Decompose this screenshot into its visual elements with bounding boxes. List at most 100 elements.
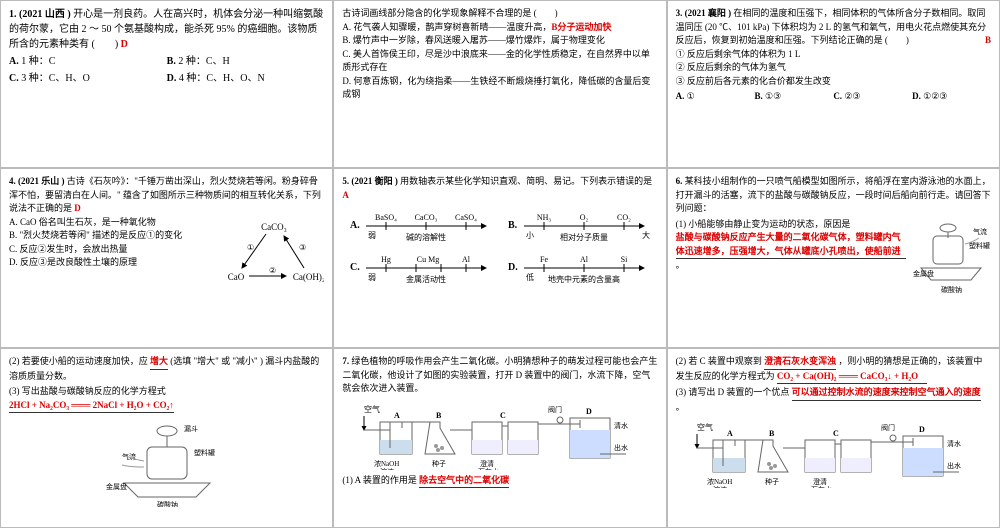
q5-body: 用数轴表示某些化学知识直观、简明、易记。下列表示错误的是 (400, 176, 652, 186)
bl-diagram: 漏斗 塑料罐 金属盘 碳酸钠 气流 (9, 417, 324, 507)
svg-text:A: A (394, 411, 400, 420)
cell-q1: 1. (2021 山西 ) 开心是一剂良药。人在高兴时，机体会分泌一种叫缩氨酸的… (0, 0, 333, 168)
q4-label: 4. (2021 乐山 ) (9, 176, 65, 186)
svg-text:石灰水: 石灰水 (478, 467, 499, 470)
svg-text:D: D (919, 425, 925, 434)
svg-text:空气: 空气 (697, 422, 713, 432)
q4-answer: D (74, 203, 81, 213)
svg-text:气流: 气流 (122, 452, 136, 461)
svg-text:塑料罐: 塑料罐 (969, 241, 990, 250)
cell-br: (2) 若 C 装置中观察到 澄清石灰水变浑浊 ，则小明的猜想是正确的，该装置中… (667, 348, 1000, 528)
svg-text:CaCO₃: CaCO₃ (262, 222, 288, 232)
svg-text:种子: 种子 (765, 477, 779, 486)
bl-eq-answer: 2HCl + Na₂CO₃ ═══ 2NaCl + H₂O + CO₂↑ (9, 399, 174, 414)
q3-answer: B (985, 34, 991, 48)
svg-text:D.: D. (508, 262, 518, 273)
svg-text:弱: 弱 (368, 273, 376, 282)
q7-body: 绿色植物的呼吸作用会产生二氧化碳。小明猜想种子的萌发过程可能也会产生二氧化碳，他… (342, 356, 657, 393)
q6-diagram: 气流 塑料罐 金属盘 碳酸钠 (911, 216, 991, 300)
svg-text:金属盘: 金属盘 (913, 269, 934, 278)
q1-label: 1. (2021 山西 ) (9, 9, 71, 20)
svg-text:CaO: CaO (228, 272, 245, 282)
svg-text:Fe: Fe (540, 255, 548, 264)
br-sub3-label: (3) 请写出 D 装置的一个优点 (676, 387, 790, 397)
svg-text:③: ③ (299, 243, 306, 252)
br-sub2-label: (2) 若 C 装置中观察到 (676, 356, 762, 366)
svg-text:清水: 清水 (614, 421, 628, 430)
svg-text:Al: Al (462, 255, 471, 264)
bl-sub2-label: (2) 若要使小船的运动速度加快，应 (9, 356, 148, 366)
svg-text:CO₂: CO₂ (617, 213, 631, 222)
q6-sub1-answer: 盐酸与碳酸钠反应产生大量的二氧化碳气体，塑料罐内气体迅速增多，压强增大，气体从罐… (676, 231, 907, 259)
cell-q4: 4. (2021 乐山 ) 古诗《石灰吟》："千锤万凿出深山，烈火焚烧若等闲。粉… (0, 168, 333, 348)
bl-sub3-label: (3) 写出盐酸与碳酸钠反应的化学方程式 (9, 386, 166, 396)
svg-text:阀门: 阀门 (881, 423, 895, 432)
br-sub3-answer: 可以通过控制水流的速度来控制空气通入的速度 (792, 386, 981, 401)
q5-axis-d: D. Fe Al Si 低 地壳中元素的含量高 (500, 248, 658, 290)
svg-text:地壳中元素的含量高: 地壳中元素的含量高 (548, 274, 620, 284)
number-line-icon: B. NH₃ O₂ CO₂ 小 相对分子质量 大 (504, 208, 654, 246)
svg-text:漏斗: 漏斗 (184, 424, 198, 433)
apparatus-icon: 空气 浓NaOH溶液 种子 澄清石灰水 (350, 400, 650, 470)
q2-opt-a: A. 花气袭人知骤暖，鹊声穿树喜新晴——温度升高，B分子运动加快 (342, 21, 657, 35)
q2-inline-answer: B分子运动加快 (551, 22, 611, 32)
svg-text:浓NaOH: 浓NaOH (374, 459, 399, 468)
q7-subA-label: (1) A 装置的作用是 (342, 475, 417, 485)
q5-answer: A (342, 190, 349, 200)
br-diagram: 空气 浓NaOH溶液 种子 澄清石灰水 阀门 出水 (676, 418, 991, 488)
q5-axis-c: C. Hg Cu Mg Al 弱 金属活动性 (342, 248, 500, 290)
svg-text:A: A (727, 429, 733, 438)
q2-opt-d: D. 何意百炼钢，化为绕指柔——生铁经不断煅烧捶打氧化，降低碳的含量后变成钢 (342, 75, 657, 102)
number-line-icon: A. BaSO₄ CaCO₃ CaSO₄ 弱 碱的溶解性 (346, 208, 496, 246)
svg-text:B: B (436, 411, 442, 420)
apparatus-icon: 空气 浓NaOH溶液 种子 澄清石灰水 阀门 出水 (683, 418, 983, 488)
cell-q7: 7. 绿色植物的呼吸作用会产生二氧化碳。小明猜想种子的萌发过程可能也会产生二氧化… (333, 348, 666, 528)
q3-opt-b: B. ①③ (754, 90, 833, 104)
q6-period: 。 (676, 260, 685, 270)
svg-text:Si: Si (620, 255, 627, 264)
svg-text:B.: B. (508, 220, 518, 231)
cell-q2: 古诗词画线部分隐含的化学现象解释不合理的是 ( ) A. 花气袭人知骤暖，鹊声穿… (333, 0, 666, 168)
q1-opt-c: C. 3 种：C、H、O (9, 71, 167, 86)
q7-label: 7. (342, 356, 349, 366)
number-line-icon: C. Hg Cu Mg Al 弱 金属活动性 (346, 250, 496, 288)
q2-opt-c: C. 美人首饰侯王印，尽是沙中浪底来——金的化学性质稳定，在自然界中以单质形式存… (342, 48, 657, 75)
q6-sub1-label: (1) 小船能够由静止变为运动的状态，原因是 (676, 219, 851, 229)
br-eq-answer: CO₂ + Ca(OH)₂ ═══ CaCO₃↓ + H₂O (777, 370, 927, 385)
svg-text:Hg: Hg (381, 255, 391, 264)
q3-label: 3. (2021 襄阳 ) (676, 8, 732, 18)
q3-stmt-1: ① 反应后剩余气体的体积为 1 L (676, 48, 991, 62)
svg-text:种子: 种子 (432, 459, 446, 468)
svg-text:C: C (833, 429, 839, 438)
page-grid: 1. (2021 山西 ) 开心是一剂良药。人在高兴时，机体会分泌一种叫缩氨酸的… (0, 0, 1000, 530)
svg-text:金属活动性: 金属活动性 (406, 274, 446, 284)
svg-text:NH₃: NH₃ (537, 213, 552, 222)
svg-text:弱: 弱 (368, 231, 376, 240)
svg-text:CaCO₃: CaCO₃ (415, 213, 438, 222)
q3-stmt-2: ② 反应后剩余的气体为氢气 (676, 61, 991, 75)
svg-text:Ca(OH)₂: Ca(OH)₂ (293, 272, 324, 282)
svg-text:Al: Al (580, 255, 589, 264)
svg-text:B: B (769, 429, 775, 438)
q7-subA-answer: 除去空气中的二氧化碳 (419, 474, 509, 489)
svg-text:浓NaOH: 浓NaOH (707, 477, 732, 486)
br-fill2-answer: 澄清石灰水变浑浊 (764, 355, 836, 370)
svg-text:溶液: 溶液 (713, 485, 727, 488)
svg-text:Cu Mg: Cu Mg (417, 255, 439, 264)
bl-fill2-answer: 增大 (150, 355, 168, 370)
q3-stmt-3: ③ 反应前后各元素的化合价都发生改变 (676, 75, 991, 89)
svg-text:碳酸钠: 碳酸钠 (157, 500, 178, 507)
svg-text:碳酸钠: 碳酸钠 (941, 285, 962, 294)
svg-text:气流: 气流 (973, 227, 987, 236)
svg-text:低: 低 (526, 272, 534, 282)
svg-text:②: ② (269, 266, 276, 275)
q1-opt-b: B. 2 种：C、H (167, 54, 325, 69)
svg-text:C: C (500, 411, 506, 420)
svg-text:D: D (586, 407, 592, 416)
svg-text:碱的溶解性: 碱的溶解性 (406, 232, 446, 242)
triangle-cycle-icon: CaCO₃ CaO Ca(OH)₂ ① ② ③ (224, 218, 324, 288)
svg-text:①: ① (247, 243, 254, 252)
q4-diagram: CaCO₃ CaO Ca(OH)₂ ① ② ③ (224, 216, 324, 290)
q6-label: 6. (676, 176, 683, 186)
svg-text:金属盘: 金属盘 (106, 482, 127, 491)
